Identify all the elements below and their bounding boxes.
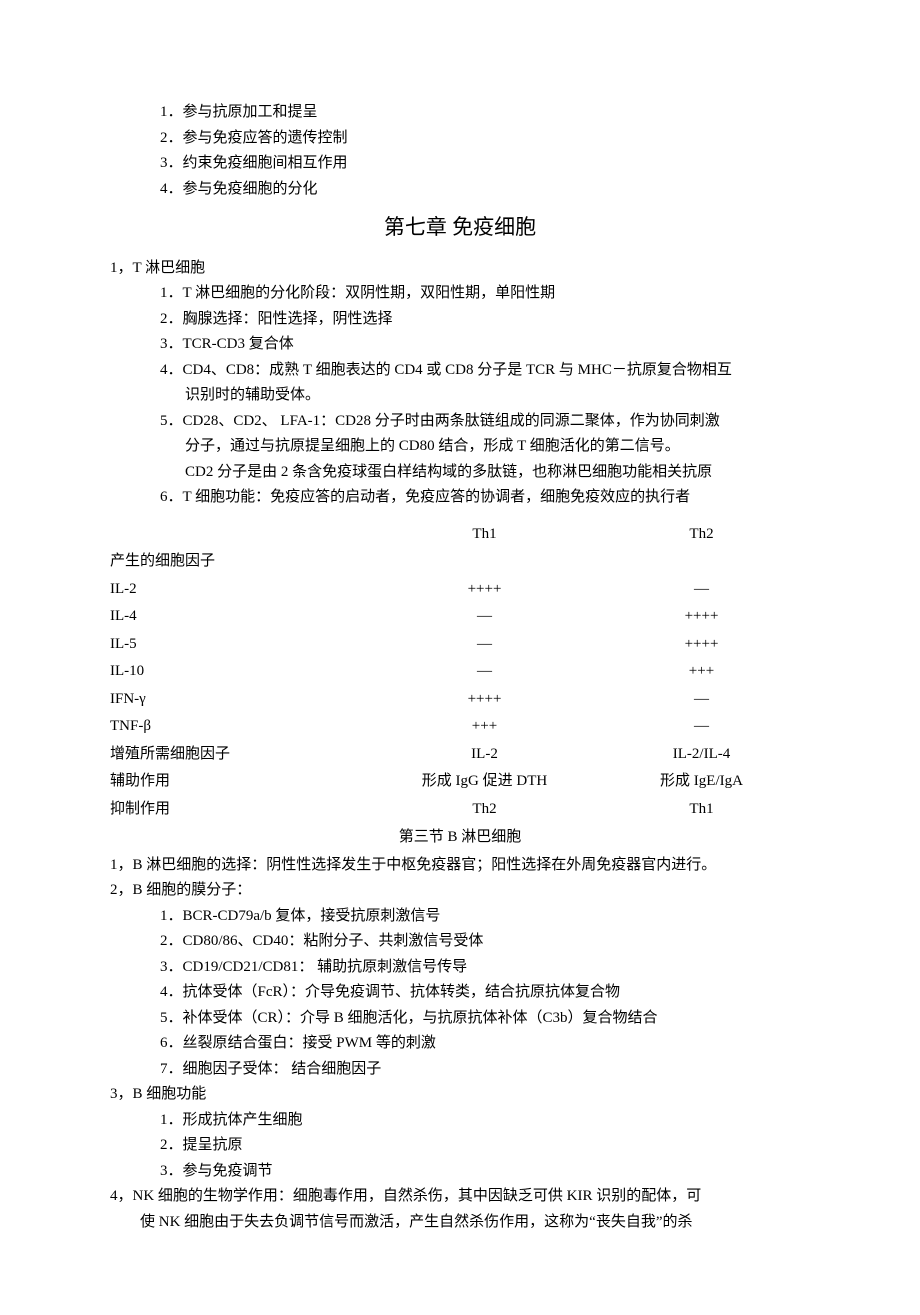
list-item: 4．CD4、CD8：成熟 T 细胞表达的 CD4 或 CD8 分子是 TCR 与… [110,358,810,384]
cytokine-label: IL-4 [110,603,376,631]
cell-th1: — [376,603,593,631]
top-list-item: 4．参与免疫细胞的分化 [110,177,810,203]
top-list-item: 3．约束免疫细胞间相互作用 [110,151,810,177]
table-row: 抑制作用Th2Th1 [110,796,810,824]
top-list-item: 1．参与抗原加工和提呈 [110,100,810,126]
table-row: IL-10—+++ [110,658,810,686]
cytokine-label: IL-10 [110,658,376,686]
table-row: IL-2++++— [110,576,810,604]
cell-th2: — [593,686,810,714]
cell-th1: — [376,658,593,686]
cell-th2: IL-2/IL-4 [593,741,810,769]
b-cell-selection: 1，B 淋巴细胞的选择：阴性性选择发生于中枢免疫器官；阳性选择在外周免疫器官内进… [110,853,810,879]
nk-cell-line: 4，NK 细胞的生物学作用：细胞毒作用，自然杀伤，其中因缺乏可供 KIR 识别的… [110,1184,810,1210]
list-item: 5．补体受体（CR）：介导 B 细胞活化，与抗原抗体补体（C3b）复合物结合 [110,1006,810,1032]
list-item: 2．胸腺选择：阳性选择，阴性选择 [110,307,810,333]
list-item: 3．CD19/CD21/CD81： 辅助抗原刺激信号传导 [110,955,810,981]
cell-th2: +++ [593,658,810,686]
cytokine-label: IL-2 [110,576,376,604]
list-item: 2．提呈抗原 [110,1133,810,1159]
b-cell-membrane-head: 2，B 细胞的膜分子： [110,878,810,904]
cell-th2: 形成 IgE/IgA [593,768,810,796]
list-item: 4．抗体受体（FcR）：介导免疫调节、抗体转类，结合抗原抗体复合物 [110,980,810,1006]
row-label: 抑制作用 [110,796,376,824]
list-item: 1．形成抗体产生细胞 [110,1108,810,1134]
cell-th2: Th1 [593,796,810,824]
list-item: 7．细胞因子受体： 结合细胞因子 [110,1057,810,1083]
list-item: 6．T 细胞功能：免疫应答的启动者，免疫应答的协调者，细胞免疫效应的执行者 [110,485,810,511]
table-group-row: 产生的细胞因子 [110,548,810,576]
top-list-item: 2．参与免疫应答的遗传控制 [110,126,810,152]
list-item-cont: CD2 分子是由 2 条含免疫球蛋白样结构域的多肽链，也称淋巴细胞功能相关抗原 [110,460,810,486]
list-item: 2．CD80/86、CD40：粘附分子、共刺激信号受体 [110,929,810,955]
cell-th1: +++ [376,713,593,741]
b-cell-function-head: 3，B 细胞功能 [110,1082,810,1108]
list-item-cont: 分子，通过与抗原提呈细胞上的 CD80 结合，形成 T 细胞活化的第二信号。 [110,434,810,460]
table-header-row: Th1 Th2 [110,521,810,549]
group-label-cytokines: 产生的细胞因子 [110,548,376,576]
cytokine-label: IL-5 [110,631,376,659]
table-row: IL-4—++++ [110,603,810,631]
cell-th1: — [376,631,593,659]
cytokine-label: TNF-β [110,713,376,741]
list-item: 6．丝裂原结合蛋白：接受 PWM 等的刺激 [110,1031,810,1057]
table-row: IFN-γ++++— [110,686,810,714]
cell-th2: — [593,576,810,604]
table-row: 增殖所需细胞因子IL-2IL-2/IL-4 [110,741,810,769]
list-item: 5．CD28、CD2、 LFA-1：CD28 分子时由两条肽链组成的同源二聚体，… [110,409,810,435]
row-label: 辅助作用 [110,768,376,796]
cell-th1: 形成 IgG 促进 DTH [376,768,593,796]
cytokine-label: IFN-γ [110,686,376,714]
table-row: IL-5—++++ [110,631,810,659]
chapter-title: 第七章 免疫细胞 [110,210,810,246]
nk-cell-line-cont: 使 NK 细胞由于失去负调节信号而激活，产生自然杀伤作用，这称为“丧失自我”的杀 [110,1210,810,1236]
cell-th2: ++++ [593,603,810,631]
table-row: 辅助作用形成 IgG 促进 DTH形成 IgE/IgA [110,768,810,796]
list-item: 3．参与免疫调节 [110,1159,810,1185]
cell-th1: Th2 [376,796,593,824]
col-header-th2: Th2 [593,521,810,549]
cell-th2: ++++ [593,631,810,659]
cell-th1: ++++ [376,686,593,714]
th1-th2-table: Th1 Th2 产生的细胞因子 IL-2++++— IL-4—++++ IL-5… [110,521,810,824]
section-1-head: 1，T 淋巴细胞 [110,256,810,282]
cell-th1: IL-2 [376,741,593,769]
list-item: 1．T 淋巴细胞的分化阶段：双阴性期，双阳性期，单阳性期 [110,281,810,307]
list-item: 3．TCR-CD3 复合体 [110,332,810,358]
col-header-th1: Th1 [376,521,593,549]
cell-th1: ++++ [376,576,593,604]
row-label: 增殖所需细胞因子 [110,741,376,769]
table-row: TNF-β+++— [110,713,810,741]
cell-th2: — [593,713,810,741]
section-3-title: 第三节 B 淋巴细胞 [110,825,810,851]
list-item-cont: 识别时的辅助受体。 [110,383,810,409]
list-item: 1．BCR-CD79a/b 复体，接受抗原刺激信号 [110,904,810,930]
